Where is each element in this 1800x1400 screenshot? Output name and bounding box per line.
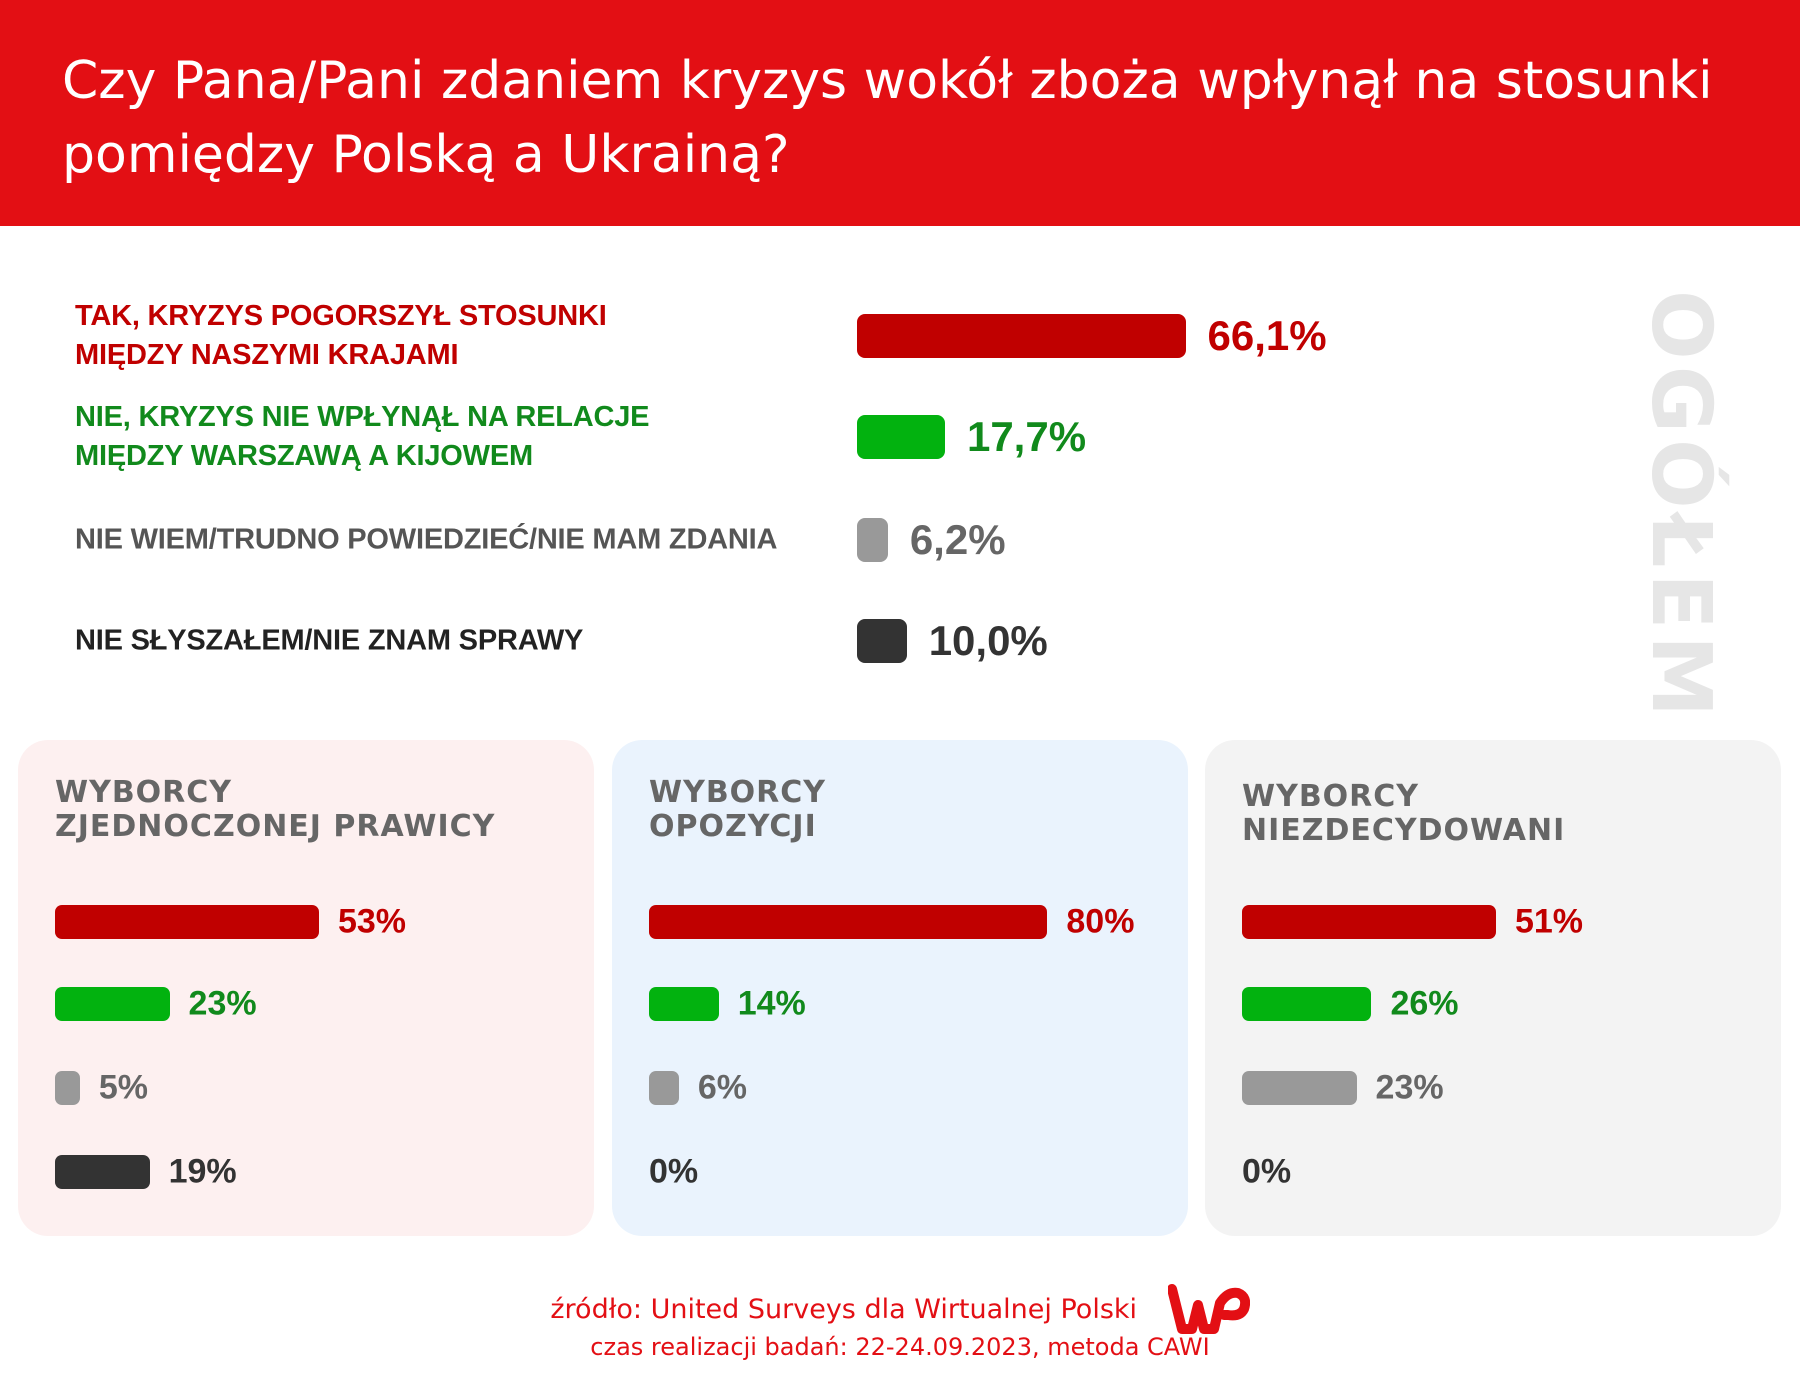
panel-row: 26% [1242, 984, 1762, 1024]
overall-bar [857, 314, 1186, 358]
panel-bar [55, 1071, 80, 1105]
panel-row: 0% [1242, 1152, 1762, 1192]
header-banner: Czy Pana/Pani zdaniem kryzys wokół zboża… [0, 0, 1800, 226]
method-text: czas realizacji badań: 22-24.09.2023, me… [590, 1333, 1210, 1361]
panel-value-label: 51% [1514, 902, 1584, 941]
panel-title-line: WYBORCY [649, 775, 827, 810]
panel-title-line: WYBORCY [1242, 779, 1420, 814]
panel-title-line: NIEZDECYDOWANI [1242, 813, 1566, 848]
overall-bar [857, 518, 888, 562]
panel-value-label: 23% [188, 984, 257, 1023]
panel-value-label: 5% [98, 1068, 149, 1107]
overall-row: TAK, KRYZYS POGORSZYŁ STOSUNKI MIĘDZY NAS… [0, 291, 1400, 381]
panel-value-label: 80% [1066, 902, 1135, 941]
overall-bar [857, 415, 945, 459]
panel-row: 0% [649, 1152, 1169, 1192]
panel-row: 23% [1242, 1068, 1762, 1108]
panel-row: 23% [55, 984, 575, 1024]
panel-value-label: 26% [1390, 984, 1459, 1023]
panel-value-label: 19% [168, 1152, 237, 1191]
panel-row: 51% [1242, 902, 1762, 942]
panel-title: WYBORCY ZJEDNOCZONEJ PRAWICY [55, 776, 495, 844]
panel-row: 19% [55, 1152, 575, 1192]
panel-bar [649, 987, 719, 1021]
overall-row: NIE, KRYZYS NIE WPŁYNĄŁ NA RELACJE MIĘDZY… [0, 392, 1400, 482]
overall-row: NIE WIEM/TRUDNO POWIEDZIEĆ/NIE MAM ZDANI… [0, 495, 1400, 585]
panel-bar [55, 1155, 150, 1189]
overall-value-label: 6,2% [909, 516, 1006, 563]
panel-row: 53% [55, 902, 575, 942]
panel-bar [1242, 1071, 1357, 1105]
voter-group-panel: WYBORCY OPOZYCJI 80% 14% 6% 0% [612, 740, 1188, 1236]
overall-row: NIE SŁYSZAŁEM/NIE ZNAM SPRAWY 10,0% [0, 596, 1400, 686]
panel-title-line: WYBORCY [55, 775, 233, 810]
category-label-line: NIE WIEM/TRUDNO POWIEDZIEĆ/NIE MAM ZDANI… [75, 523, 778, 556]
panel-value-label: 0% [649, 1152, 699, 1191]
panel-value-label: 53% [337, 902, 406, 941]
category-label-line: MIĘDZY NASZYMI KRAJAMI [75, 339, 459, 371]
panel-bar [55, 987, 170, 1021]
panel-value-label: 6% [697, 1068, 748, 1107]
panel-value-label: 23% [1375, 1068, 1444, 1107]
voter-group-panel: WYBORCY ZJEDNOCZONEJ PRAWICY 53% 23% 5% 19% [18, 740, 594, 1236]
category-label: TAK, KRYZYS POGORSZYŁ STOSUNKI MIĘDZY NAS… [75, 297, 835, 375]
panel-title-line: ZJEDNOCZONEJ PRAWICY [55, 809, 496, 844]
panel-title-line: OPOZYCJI [649, 809, 817, 844]
panel-row: 80% [649, 902, 1169, 942]
panel-bar [1242, 905, 1496, 939]
overall-value-label: 17,7% [966, 413, 1087, 460]
category-label-line: MIĘDZY WARSZAWĄ A KIJOWEM [75, 440, 533, 472]
overall-value-label: 10,0% [928, 617, 1048, 664]
chart-title: Czy Pana/Pani zdaniem kryzys wokół zboża… [62, 51, 1713, 185]
panel-value-label: 0% [1242, 1152, 1292, 1191]
voter-group-panel: WYBORCY NIEZDECYDOWANI 51% 26% 23% 0% [1205, 740, 1781, 1236]
panel-bar [55, 905, 319, 939]
panel-title: WYBORCY OPOZYCJI [649, 776, 826, 844]
overall-bar [857, 619, 907, 663]
category-label: NIE SŁYSZAŁEM/NIE ZNAM SPRAWY [75, 622, 835, 661]
panel-value-label: 14% [737, 984, 806, 1023]
panel-bar [649, 1071, 679, 1105]
panel-title: WYBORCY NIEZDECYDOWANI [1242, 780, 1565, 848]
source-text: źródło: United Surveys dla Wirtualnej Po… [550, 1293, 1138, 1325]
panel-row: 6% [649, 1068, 1169, 1108]
overall-value-label: 66,1% [1207, 312, 1327, 359]
source-line: źródło: United Surveys dla Wirtualnej Po… [0, 1283, 1800, 1335]
category-label-line: NIE SŁYSZAŁEM/NIE ZNAM SPRAWY [75, 624, 584, 657]
wp-logo-icon [1167, 1284, 1250, 1334]
overall-section-label: OGÓŁEM [1633, 290, 1728, 723]
category-label: NIE, KRYZYS NIE WPŁYNĄŁ NA RELACJE MIĘDZY… [75, 398, 835, 476]
panel-row: 5% [55, 1068, 575, 1108]
category-label-line: NIE, KRYZYS NIE WPŁYNĄŁ NA RELACJE [75, 401, 650, 433]
category-label-line: TAK, KRYZYS POGORSZYŁ STOSUNKI [75, 300, 607, 332]
panel-bar [1242, 987, 1372, 1021]
panel-row: 14% [649, 984, 1169, 1024]
category-label: NIE WIEM/TRUDNO POWIEDZIEĆ/NIE MAM ZDANI… [75, 521, 835, 560]
panel-bar [649, 905, 1048, 939]
